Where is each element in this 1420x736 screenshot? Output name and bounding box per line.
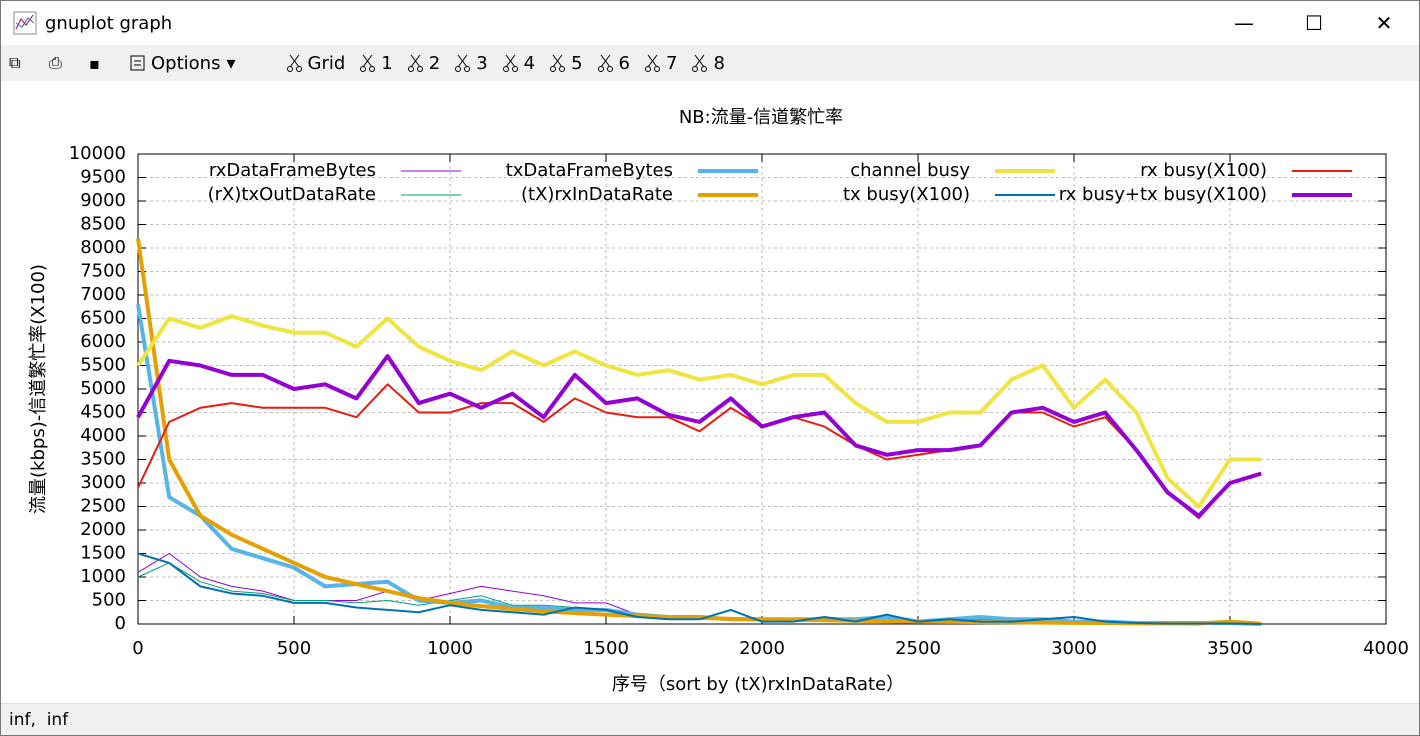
- x-axis-label: 序号（sort by (tX)rxInDataRate）: [612, 674, 904, 695]
- series-line: [136, 354, 1262, 518]
- y-tick-label: 8500: [80, 214, 126, 235]
- toolbar: ⧉ ⎙ ▪ Options ▾ Grid 1 2 3 4 5 6 7 8: [1, 45, 1419, 81]
- status-bar: inf, inf: [1, 703, 1419, 735]
- toolbar-label: 7: [666, 52, 678, 74]
- toolbar-label: 3: [476, 52, 488, 74]
- chart-title: NB:流量-信道繁忙率: [679, 107, 843, 128]
- legend-label: txDataFrameBytes: [506, 160, 673, 181]
- icon: [597, 54, 613, 72]
- options-menu[interactable]: Options ▾: [129, 53, 236, 74]
- toolbar-label: 6: [618, 52, 630, 74]
- icon: [645, 54, 660, 72]
- series-line: [136, 238, 1262, 626]
- x-tick-label: 4000: [1363, 638, 1409, 659]
- legend-label: (rX)txOutDataRate: [208, 184, 376, 205]
- icon: [550, 54, 566, 72]
- icon: [692, 54, 708, 72]
- series-line: [137, 552, 1262, 625]
- icon: [455, 54, 471, 72]
- y-tick-label: 2500: [80, 496, 126, 517]
- y-tick-label: 5500: [80, 355, 126, 376]
- minimize[interactable]: —: [1234, 11, 1254, 35]
- icon: [286, 54, 302, 72]
- legend-label: channel busy: [850, 160, 970, 181]
- toolbar-label: 5: [571, 52, 583, 74]
- y-tick-label: 9500: [80, 167, 126, 188]
- legend-label: (tX)rxInDataRate: [521, 184, 673, 205]
- icon: [407, 54, 423, 72]
- y-tick-label: 6500: [80, 308, 126, 329]
- legend-label: rx busy+tx busy(X100): [1059, 184, 1267, 205]
- legend-label: tx busy(X100): [843, 184, 970, 205]
- y-tick-label: 1000: [80, 566, 126, 587]
- toolbar-label: Options: [151, 52, 221, 74]
- series-line: [136, 314, 1262, 509]
- y-axis-label: 流量(kbps)-信道繁忙率(X100): [28, 264, 49, 514]
- toolbar-label: 8: [713, 52, 725, 74]
- y-tick-label: 0: [115, 613, 126, 634]
- toggle-button[interactable]: 1: [359, 52, 393, 74]
- y-tick-label: 6000: [80, 331, 126, 352]
- y-tick-label: 4000: [80, 425, 126, 446]
- series-line: [136, 304, 1262, 626]
- toggle-button[interactable]: 2: [407, 53, 440, 74]
- toggle-button[interactable]: 6: [597, 53, 630, 74]
- title-bar: gnuplot graph — ☐ ✕: [1, 1, 1419, 45]
- x-tick-label: 2500: [895, 638, 941, 659]
- y-tick-label: 7500: [80, 261, 126, 282]
- y-tick-label: 1500: [80, 543, 126, 564]
- app-icon: [13, 11, 37, 35]
- series-line: [137, 553, 1262, 625]
- dropdown-arrow: ▾: [226, 52, 236, 74]
- y-tick-label: 500: [92, 590, 126, 611]
- toolbar-label: 1: [381, 52, 393, 74]
- plot-frame: [137, 153, 1387, 625]
- save-button[interactable]: ▪: [89, 53, 100, 73]
- window-title: gnuplot graph: [45, 12, 173, 34]
- close[interactable]: ✕: [1375, 11, 1393, 35]
- x-tick-label: 3500: [1207, 638, 1253, 659]
- x-tick-label: 500: [277, 638, 311, 659]
- legend-label: rxDataFrameBytes: [209, 160, 376, 181]
- x-tick-label: 0: [132, 638, 143, 659]
- y-tick-label: 4500: [80, 402, 126, 423]
- print-button[interactable]: ⎙: [49, 53, 62, 72]
- x-tick-label: 1000: [427, 638, 473, 659]
- toggle-button[interactable]: 4: [502, 53, 535, 74]
- y-tick-label: 3500: [80, 449, 126, 470]
- toggle-button[interactable]: 3: [454, 52, 488, 74]
- maximize[interactable]: ☐: [1305, 11, 1323, 35]
- toolbar-label: 2: [428, 52, 441, 74]
- y-tick-label: 2000: [80, 519, 126, 540]
- y-tick-label: 5000: [80, 378, 126, 399]
- icon: [360, 54, 376, 72]
- x-tick-label: 1500: [583, 638, 629, 659]
- toggle-button[interactable]: Grid: [286, 52, 346, 74]
- y-tick-label: 3000: [80, 472, 126, 493]
- y-tick-label: 7000: [80, 284, 126, 305]
- y-tick-label: 8000: [80, 237, 126, 258]
- icon: [130, 55, 145, 71]
- y-tick-label: 10000: [69, 143, 126, 164]
- icon: [502, 54, 518, 72]
- toggle-button[interactable]: 5: [549, 52, 583, 74]
- toolbar-label: Grid: [307, 52, 346, 74]
- x-tick-label: 2000: [739, 638, 785, 659]
- x-tick-label: 3000: [1051, 638, 1097, 659]
- toolbar-label: 4: [523, 52, 536, 74]
- toggle-button[interactable]: 8: [691, 52, 725, 74]
- series-line: [137, 562, 1262, 625]
- series-line: [137, 383, 1262, 520]
- copy-button[interactable]: ⧉: [9, 53, 21, 72]
- legend-label: rx busy(X100): [1140, 160, 1267, 181]
- toggle-button[interactable]: 7: [644, 53, 677, 74]
- y-tick-label: 9000: [80, 190, 126, 211]
